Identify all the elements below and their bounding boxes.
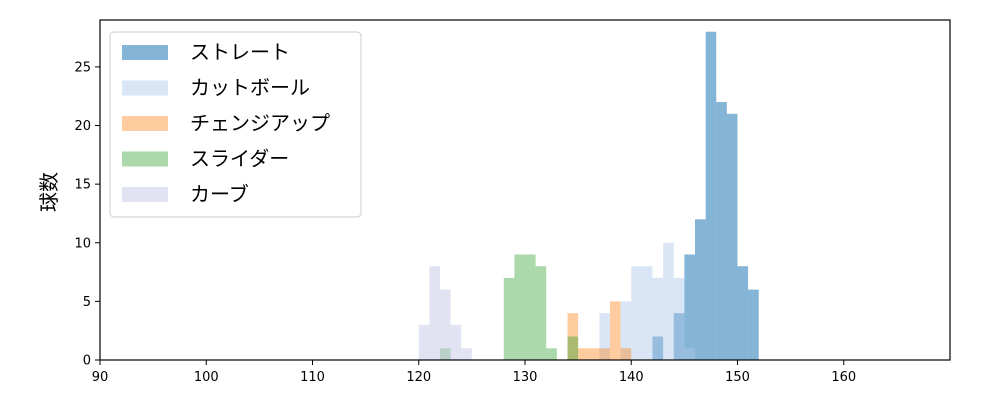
series-0	[652, 31, 759, 360]
x-tick-label: 110	[300, 370, 325, 385]
histogram-bar	[514, 254, 525, 360]
histogram-bar	[663, 242, 674, 360]
histogram-bar	[695, 219, 706, 360]
legend-label: カーブ	[190, 182, 249, 206]
histogram-bar	[599, 348, 610, 360]
histogram-bar	[567, 313, 579, 360]
y-axis-label: 球数	[37, 172, 61, 212]
histogram-bar	[450, 324, 462, 360]
histogram-bar	[652, 277, 664, 360]
histogram-bar	[610, 301, 621, 360]
histogram-bar	[726, 113, 738, 360]
histogram-bar	[418, 324, 430, 360]
y-tick-label: 25	[74, 60, 91, 75]
series-1	[599, 242, 695, 360]
legend-label: ストレート	[190, 40, 290, 64]
legend-swatch	[122, 80, 168, 96]
histogram-bar	[546, 348, 557, 360]
histogram-bar	[620, 348, 632, 360]
histogram-bar	[716, 102, 727, 360]
x-tick-label: 130	[513, 370, 538, 385]
histogram-bar	[684, 348, 695, 360]
histogram-bar	[673, 313, 685, 360]
histogram-bar	[737, 266, 749, 360]
histogram-bar	[567, 336, 579, 360]
legend-label: カットボール	[190, 76, 310, 100]
x-tick-label: 120	[406, 370, 431, 385]
legend-swatch	[122, 151, 168, 167]
histogram-bar	[748, 289, 759, 360]
histogram-bar	[429, 266, 440, 360]
y-tick-label: 15	[74, 178, 91, 193]
x-tick-label: 150	[725, 370, 750, 385]
histogram-bar	[705, 31, 717, 360]
y-tick-label: 0	[83, 354, 91, 369]
bars-layer	[418, 31, 759, 360]
histogram-bar	[578, 348, 589, 360]
histogram-bar	[440, 289, 451, 360]
y-tick-label: 5	[83, 295, 91, 310]
histogram-bar	[461, 348, 472, 360]
histogram-bar	[525, 254, 536, 360]
histogram-bar	[599, 313, 610, 360]
y-tick-label: 10	[74, 236, 91, 251]
series-2	[567, 301, 632, 360]
x-tick-label: 140	[619, 370, 644, 385]
histogram-bar	[503, 277, 515, 360]
histogram-bar	[641, 266, 653, 360]
x-axis: 90 100 110 120 130 140 150 160	[92, 360, 856, 385]
x-tick-label: 90	[92, 370, 109, 385]
legend-swatch	[122, 187, 168, 202]
legend-label: スライダー	[190, 147, 289, 171]
legend-box	[109, 31, 362, 218]
y-tick-label: 20	[74, 119, 91, 134]
legend-label: チェンジアップ	[190, 111, 330, 135]
histogram-bar	[631, 266, 642, 360]
x-tick-label: 160	[831, 370, 856, 385]
histogram-bar	[588, 348, 600, 360]
histogram-bar	[673, 277, 685, 360]
legend-swatch	[122, 116, 168, 131]
x-tick-label: 100	[194, 370, 219, 385]
histogram-bar	[684, 254, 695, 360]
legend-swatch	[122, 45, 168, 60]
series-4	[418, 266, 472, 360]
histogram-bar	[652, 336, 664, 360]
y-axis: 0 5 10 15 20 25	[74, 60, 100, 369]
histogram-bar	[535, 266, 547, 360]
histogram-bar	[620, 301, 632, 360]
